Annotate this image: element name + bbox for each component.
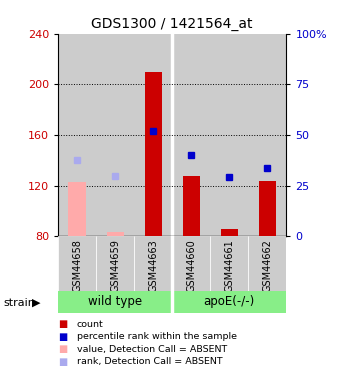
Bar [134,34,172,236]
Text: GSM44663: GSM44663 [148,239,158,292]
Text: strain: strain [3,298,35,308]
Text: GSM44660: GSM44660 [186,239,196,292]
Bar [172,34,210,236]
Text: GSM44658: GSM44658 [72,239,82,292]
Bar [183,176,200,236]
Bar [96,34,134,236]
Text: rank, Detection Call = ABSENT: rank, Detection Call = ABSENT [77,357,222,366]
Text: ■: ■ [58,344,67,354]
Text: percentile rank within the sample: percentile rank within the sample [77,332,237,341]
Bar [248,236,286,291]
Bar [210,236,248,291]
Text: GSM44661: GSM44661 [224,239,234,292]
Bar [58,291,172,313]
Title: GDS1300 / 1421564_at: GDS1300 / 1421564_at [91,17,253,32]
Bar [58,34,96,236]
Bar [106,232,124,236]
Bar [58,236,96,291]
Bar [145,72,162,236]
Bar [210,34,248,236]
Text: count: count [77,320,103,329]
Text: ■: ■ [58,332,67,342]
Bar [172,236,210,291]
Bar [221,229,238,236]
Text: ■: ■ [58,320,67,329]
Bar [259,181,276,236]
Bar [96,236,134,291]
Text: wild type: wild type [88,296,142,308]
Text: GSM44662: GSM44662 [263,239,272,292]
Bar [69,182,86,236]
Bar [172,291,286,313]
Text: GSM44659: GSM44659 [110,239,120,292]
Bar [248,34,286,236]
Text: ■: ■ [58,357,67,366]
Text: apoE(-/-): apoE(-/-) [204,296,255,308]
Bar [134,236,172,291]
Text: ▶: ▶ [32,298,41,308]
Text: value, Detection Call = ABSENT: value, Detection Call = ABSENT [77,345,227,354]
